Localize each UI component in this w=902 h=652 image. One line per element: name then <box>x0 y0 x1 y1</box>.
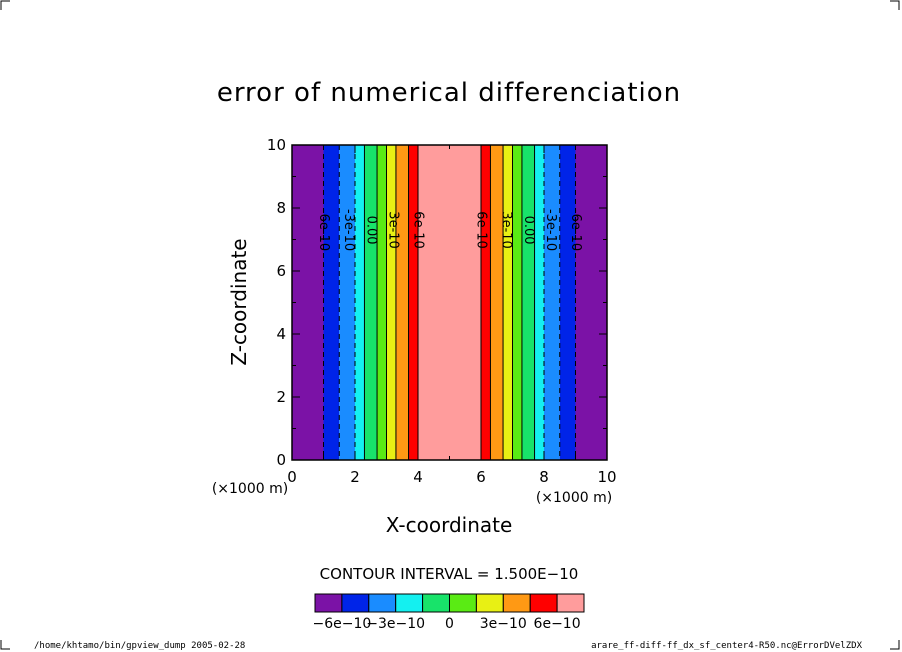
footer-left: /home/khtamo/bin/gpview_dump 2005-02-28 <box>34 641 245 651</box>
contour-band-13 <box>512 145 522 460</box>
y-tick-labels: 0 2 4 6 8 10 <box>267 136 286 469</box>
y-tick-label: 2 <box>276 388 286 406</box>
contour-label-0: -6e-10 <box>316 209 331 251</box>
contour-band-14 <box>521 145 535 460</box>
y-tick-label: 8 <box>276 199 286 217</box>
contour-label-2: 0.00 <box>363 216 378 245</box>
contour-band-4 <box>364 145 378 460</box>
contour-label-5: 6e-10 <box>474 211 489 249</box>
contour-band-2 <box>339 145 355 460</box>
contour-band-8 <box>408 145 418 460</box>
colorbar-swatch-0 <box>314 593 343 613</box>
x-tick-label: 4 <box>413 468 423 486</box>
x-tick-label: 10 <box>597 468 616 486</box>
contour-lines <box>323 145 576 460</box>
contour-interval-label: CONTOUR INTERVAL = 1.500E−10 <box>320 565 579 583</box>
contour-band-10 <box>481 145 491 460</box>
contour-band-6 <box>386 145 396 460</box>
contour-label-7: 0.00 <box>521 216 536 245</box>
contour-band-1 <box>323 145 340 460</box>
x-tick-labels: 0 2 4 6 8 10 <box>287 468 616 486</box>
x-axis-title: X-coordinate <box>386 513 513 537</box>
contour-band-5 <box>377 145 387 460</box>
y-tick-label: 10 <box>267 136 286 154</box>
colorbar <box>314 593 585 613</box>
corner-mark-top-left <box>0 0 10 10</box>
colorbar-labels: −6e−10−3e−10 0 3e−10 6e−10 <box>313 616 581 632</box>
colorbar-label-1: −3e−10 <box>366 616 425 632</box>
z-unit-label: (×1000 m) <box>212 481 288 497</box>
contour-band-12 <box>503 145 513 460</box>
contour-band-3 <box>355 145 365 460</box>
x-unit-label: (×1000 m) <box>536 490 612 506</box>
colorbar-swatch-3 <box>395 593 424 613</box>
colorbar-label-4: 6e−10 <box>534 616 581 632</box>
contour-label-6: 3e-10 <box>499 211 514 249</box>
colorbar-label-3: 3e−10 <box>480 616 527 632</box>
x-tick-label: 8 <box>539 468 549 486</box>
colorbar-label-0: −6e−10 <box>313 616 372 632</box>
contour-band-18 <box>575 145 607 460</box>
y-tick-label: 6 <box>276 262 286 280</box>
corner-mark-bottom-right <box>890 640 900 650</box>
colorbar-swatch-7 <box>502 593 531 613</box>
y-axis-title: Z-coordinate <box>227 238 251 365</box>
contour-band-9 <box>418 145 481 460</box>
corner-mark-top-right <box>890 0 900 10</box>
footer-right: arare_ff-diff-ff_dx_sf_center4-R50.nc@Er… <box>591 641 863 651</box>
colorbar-swatch-9 <box>556 593 585 613</box>
y-tick-label: 0 <box>276 451 286 469</box>
colorbar-swatch-6 <box>475 593 504 613</box>
contour-labels: -6e-10 -3e-10 0.00 3e-10 6e-10 6e-10 3e-10 0.00… <box>316 209 583 251</box>
contour-label-1: -3e-10 <box>341 209 356 251</box>
chart-title: error of numerical differenciation <box>217 78 681 108</box>
contour-band-7 <box>395 145 409 460</box>
contour-band-16 <box>544 145 560 460</box>
axis-ticks <box>291 144 608 461</box>
colorbar-swatch-8 <box>529 593 558 613</box>
contour-band-0 <box>292 145 324 460</box>
contour-label-8: -3e-10 <box>543 209 558 251</box>
contour-band-17 <box>559 145 576 460</box>
colorbar-swatch-4 <box>422 593 451 613</box>
contour-label-4: 6e-10 <box>411 211 426 249</box>
colorbar-swatch-5 <box>449 593 477 613</box>
contour-label-3: 3e-10 <box>385 211 400 249</box>
colorbar-swatch-2 <box>368 593 397 613</box>
corner-mark-bottom-left <box>0 640 10 650</box>
x-tick-label: 6 <box>476 468 486 486</box>
colorbar-swatch-1 <box>341 593 370 613</box>
contour-band-11 <box>490 145 504 460</box>
y-tick-label: 4 <box>276 325 286 343</box>
x-tick-label: 0 <box>287 468 297 486</box>
x-tick-label: 2 <box>350 468 360 486</box>
contour-bands <box>292 145 607 460</box>
colorbar-label-2: 0 <box>445 616 454 632</box>
contour-band-15 <box>534 145 544 460</box>
contour-label-9: -6e-10 <box>568 209 583 251</box>
